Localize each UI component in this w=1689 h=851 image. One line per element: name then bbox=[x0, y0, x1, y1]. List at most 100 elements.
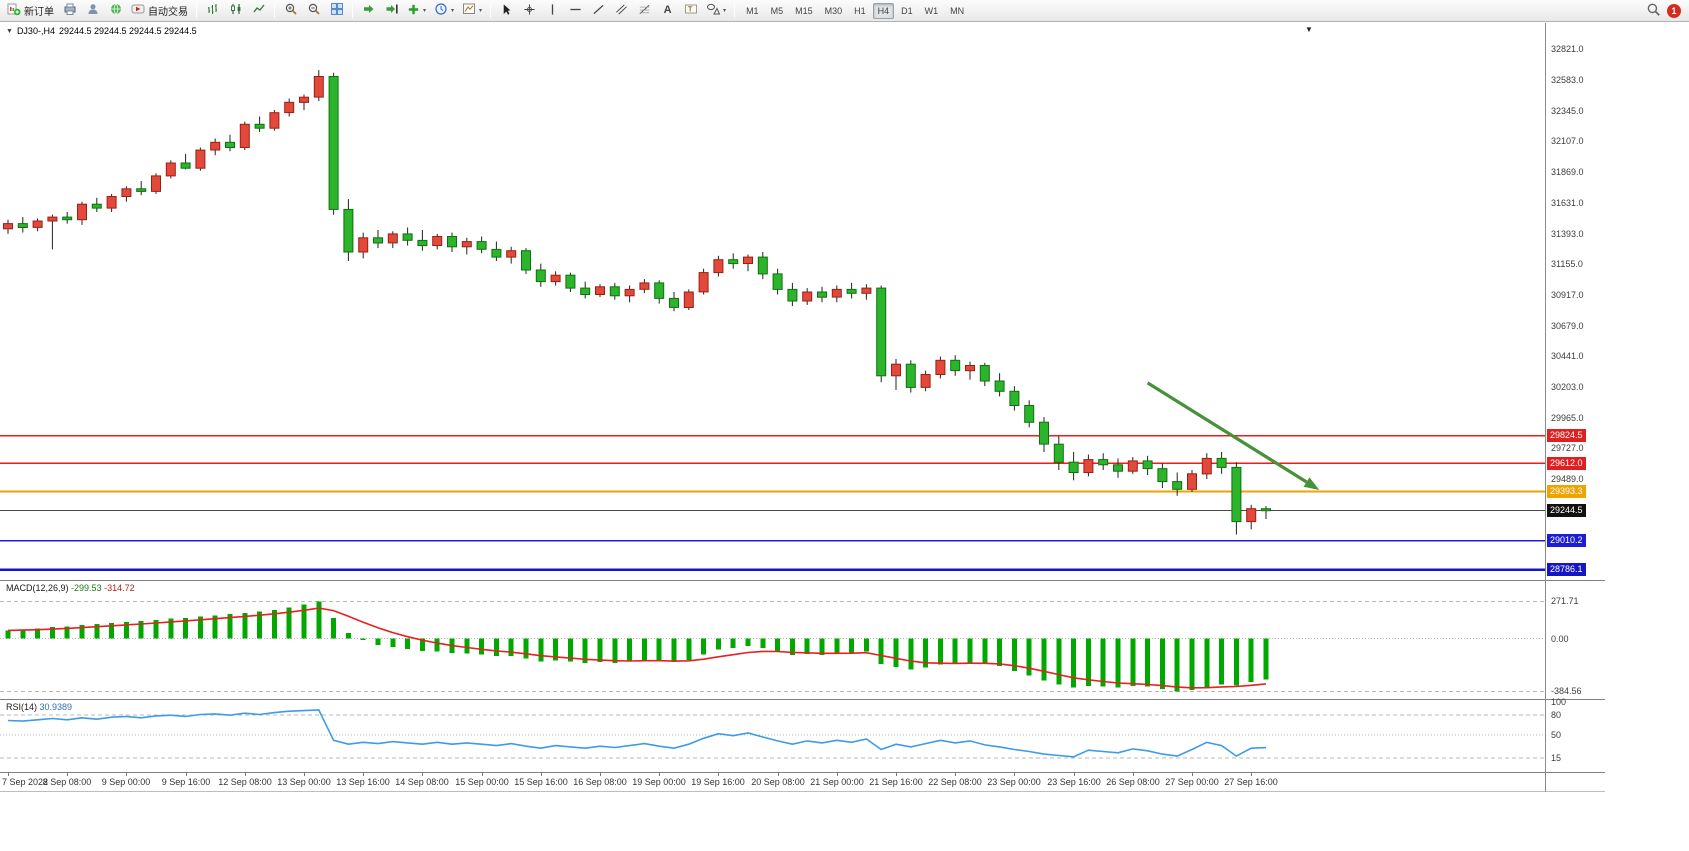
main-price-chart[interactable] bbox=[0, 23, 1545, 580]
time-axis-label: 14 Sep 08:00 bbox=[395, 777, 449, 787]
timeframe-h4[interactable]: H4 bbox=[872, 2, 895, 19]
print-button[interactable] bbox=[59, 1, 80, 20]
crosshair-tool-button[interactable] bbox=[519, 1, 540, 20]
trendline-tool-button[interactable] bbox=[588, 1, 609, 20]
cursor-tool-button[interactable] bbox=[496, 1, 517, 20]
time-tick bbox=[482, 773, 483, 776]
timeframe-m1[interactable]: M1 bbox=[746, 5, 759, 16]
price-tag: 29393.3 bbox=[1547, 485, 1586, 498]
time-axis-label: 21 Sep 16:00 bbox=[869, 777, 923, 787]
auto-scroll-button[interactable] bbox=[358, 1, 379, 20]
timeframe-h1[interactable]: H1 bbox=[854, 5, 866, 16]
toolbar: 新订单 自动交易 bbox=[0, 0, 1689, 22]
text-tool-button[interactable]: A bbox=[657, 1, 678, 20]
timeframe-m5[interactable]: M5 bbox=[770, 5, 784, 16]
indicators-add-icon bbox=[407, 3, 420, 19]
rsi-indicator-panel[interactable] bbox=[0, 700, 1545, 772]
candle bbox=[669, 297, 679, 308]
time-tick bbox=[896, 773, 897, 776]
price-axis-border bbox=[1545, 23, 1546, 792]
candle bbox=[299, 96, 309, 103]
candle bbox=[920, 374, 931, 388]
timeframe-d1[interactable]: D1 bbox=[901, 5, 913, 16]
zoom-in-icon bbox=[284, 2, 298, 19]
new-order-icon bbox=[7, 2, 21, 19]
time-tick bbox=[8, 773, 9, 776]
candle bbox=[432, 236, 443, 246]
candle bbox=[313, 76, 324, 98]
candle bbox=[580, 287, 591, 296]
timeframe-w1[interactable]: W1 bbox=[924, 5, 939, 16]
profile-button[interactable] bbox=[82, 1, 103, 20]
price-axis-label: 30917.0 bbox=[1551, 290, 1584, 300]
time-axis-label: 19 Sep 16:00 bbox=[691, 777, 745, 787]
candle bbox=[743, 256, 753, 265]
cursor-icon bbox=[500, 3, 513, 19]
rsi-label: RSI(14) bbox=[6, 702, 38, 712]
time-axis-label: 16 Sep 08:00 bbox=[573, 777, 627, 787]
price-tag: 29824.5 bbox=[1547, 429, 1586, 442]
price-hlines bbox=[0, 435, 1545, 571]
templates-button[interactable]: ▾ bbox=[459, 1, 485, 20]
zoom-out-icon bbox=[307, 2, 321, 19]
candle bbox=[979, 365, 990, 382]
panel-separator[interactable] bbox=[0, 699, 1605, 700]
candle bbox=[165, 162, 176, 177]
text-label-tool-button[interactable]: T bbox=[680, 1, 701, 20]
candle bbox=[239, 123, 250, 149]
price-axis[interactable]: 32821.0 32583.0 32345.0 32107.0 31869.0 31631… bbox=[1546, 22, 1686, 817]
candle bbox=[1113, 464, 1123, 472]
line-chart-mode-button[interactable] bbox=[248, 1, 269, 20]
periods-button[interactable]: ▾ bbox=[431, 1, 457, 20]
macd-header: MACD(12,26,9) -299.53 -314.72 bbox=[6, 583, 135, 593]
hline-tool-button[interactable] bbox=[565, 1, 586, 20]
price-axis-label: 32821.0 bbox=[1551, 44, 1584, 54]
candle bbox=[1053, 443, 1064, 463]
candle bbox=[891, 363, 901, 377]
globe-icon bbox=[109, 2, 123, 19]
time-axis[interactable]: 7 Sep 2022 8 Sep 08:00 9 Sep 00:00 9 Sep 16… bbox=[0, 773, 1605, 791]
candle bbox=[550, 274, 561, 283]
community-button[interactable] bbox=[105, 1, 126, 20]
tile-windows-button[interactable] bbox=[326, 1, 347, 20]
zoom-in-button[interactable] bbox=[280, 1, 301, 20]
timeframe-m30[interactable]: M30 bbox=[824, 5, 843, 16]
macd-indicator-panel[interactable] bbox=[0, 581, 1545, 699]
search-icon[interactable] bbox=[1646, 2, 1661, 20]
toolbar-separator bbox=[352, 3, 353, 18]
time-axis-label: 19 Sep 00:00 bbox=[632, 777, 686, 787]
channel-tool-button[interactable] bbox=[611, 1, 632, 20]
chart-shift-button[interactable] bbox=[381, 1, 402, 20]
panel-separator[interactable] bbox=[0, 772, 1605, 773]
candle bbox=[535, 269, 546, 283]
macd-signal-line bbox=[7, 607, 1267, 689]
panel-separator[interactable] bbox=[0, 580, 1605, 581]
time-tick bbox=[1192, 773, 1193, 776]
candlestick-mode-button[interactable] bbox=[225, 1, 246, 20]
fibonacci-tool-button[interactable] bbox=[634, 1, 655, 20]
candle bbox=[994, 380, 1005, 392]
vline-tool-button[interactable] bbox=[542, 1, 563, 20]
zoom-out-button[interactable] bbox=[303, 1, 324, 20]
price-axis-label: 30203.0 bbox=[1551, 382, 1584, 392]
chart-menu-chevron-icon[interactable]: ▼ bbox=[1305, 25, 1313, 34]
macd-main-value: -299.53 bbox=[71, 583, 102, 593]
candle bbox=[91, 203, 102, 209]
rsi-header: RSI(14) 30.9389 bbox=[6, 702, 72, 712]
timeframe-m15[interactable]: M15 bbox=[795, 5, 813, 16]
macd-scale-label: 0.00 bbox=[1551, 634, 1569, 644]
one-click-trading-arrow-icon[interactable]: ▼ bbox=[6, 27, 13, 35]
auto-trading-button[interactable]: 自动交易 bbox=[128, 1, 191, 20]
candle bbox=[1201, 457, 1212, 475]
candle bbox=[565, 274, 576, 289]
time-axis-label: 9 Sep 00:00 bbox=[101, 777, 151, 787]
notification-badge[interactable]: 1 bbox=[1667, 3, 1681, 18]
candle bbox=[17, 223, 28, 229]
shapes-tool-button[interactable]: ▾ bbox=[703, 1, 729, 20]
template-icon bbox=[462, 2, 476, 19]
timeframe-mn[interactable]: MN bbox=[950, 5, 965, 16]
indicators-button[interactable]: ▾ bbox=[404, 1, 429, 20]
trend-arrow[interactable] bbox=[1146, 381, 1320, 490]
new-order-button[interactable]: 新订单 bbox=[4, 1, 57, 20]
bar-chart-mode-button[interactable] bbox=[202, 1, 223, 20]
